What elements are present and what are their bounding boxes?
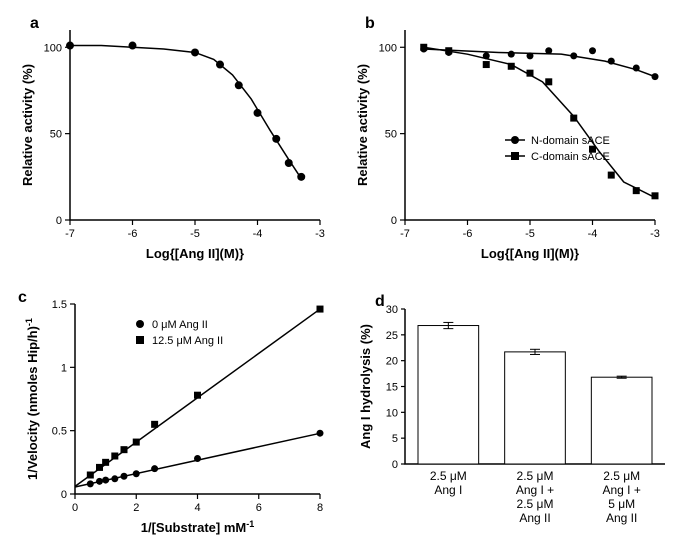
bar (418, 326, 479, 464)
bar-label: Ang I + (602, 483, 640, 497)
svg-text:50: 50 (385, 129, 397, 141)
svg-text:0: 0 (391, 215, 397, 227)
svg-text:-3: -3 (315, 228, 325, 240)
bar-label: 5 μM (608, 497, 635, 511)
svg-text:-6: -6 (128, 228, 138, 240)
legend-item: 0 μM Ang II (152, 319, 208, 331)
bar (591, 377, 652, 464)
bar-label: Ang I + (516, 483, 554, 497)
svg-text:1: 1 (61, 362, 67, 374)
svg-text:20: 20 (386, 356, 398, 368)
bar-label: 2.5 μM (517, 469, 554, 483)
svg-text:-5: -5 (190, 228, 200, 240)
svg-text:-3: -3 (650, 228, 660, 240)
svg-text:8: 8 (317, 502, 323, 514)
svg-text:25: 25 (386, 330, 398, 342)
svg-text:1/[Substrate] mM-1: 1/[Substrate] mM-1 (141, 519, 254, 535)
svg-text:-7: -7 (65, 228, 75, 240)
svg-text:-5: -5 (525, 228, 535, 240)
legend-item: 12.5 μM Ang II (152, 335, 223, 347)
svg-text:-7: -7 (400, 228, 410, 240)
svg-text:-6: -6 (463, 228, 473, 240)
svg-text:-4: -4 (588, 228, 598, 240)
panel-letter-c: c (18, 289, 27, 306)
svg-text:0.5: 0.5 (52, 426, 67, 438)
bar (505, 352, 566, 464)
bar-label: Ang II (519, 511, 550, 525)
panel-a: a -7 -6 -5 -4 -3 0 50 100 Log{[Ang II](M)} Relativ… (10, 10, 340, 274)
svg-text:15: 15 (386, 382, 398, 394)
svg-text:50: 50 (50, 129, 62, 141)
svg-text:Relative activity (%): Relative activity (%) (355, 64, 370, 186)
bar-label: 2.5 μM (603, 469, 640, 483)
panel-c: c 0 2 4 6 8 0 0.5 1 1.5 1/[Substrate] mM-1 1/Veloci… (10, 284, 340, 548)
svg-text:1/Velocity (nmoles Hip/h)-1: 1/Velocity (nmoles Hip/h)-1 (24, 318, 40, 480)
svg-text:0: 0 (392, 459, 398, 471)
svg-text:1.5: 1.5 (52, 299, 67, 311)
svg-text:100: 100 (44, 42, 62, 54)
svg-text:Log{[Ang II](M)}: Log{[Ang II](M)} (481, 246, 579, 261)
panel-letter-a: a (30, 15, 39, 32)
svg-text:6: 6 (256, 502, 262, 514)
bar-label: Ang I (434, 483, 462, 497)
svg-text:30: 30 (386, 304, 398, 316)
svg-text:5: 5 (392, 433, 398, 445)
svg-text:Log{[Ang II](M)}: Log{[Ang II](M)} (146, 246, 244, 261)
bar-label: Ang II (606, 511, 637, 525)
bar-label: 2.5 μM (517, 497, 554, 511)
svg-text:Ang I hydrolysis (%): Ang I hydrolysis (%) (358, 324, 373, 449)
legend-item: C-domain sACE (531, 151, 610, 163)
panel-letter-b: b (365, 15, 375, 32)
svg-text:0: 0 (61, 489, 67, 501)
bar-label: 2.5 μM (430, 469, 467, 483)
svg-text:-4: -4 (253, 228, 263, 240)
svg-text:10: 10 (386, 407, 398, 419)
legend-item: N-domain sACE (531, 135, 610, 147)
svg-text:100: 100 (379, 42, 397, 54)
svg-text:0: 0 (56, 215, 62, 227)
svg-text:Relative activity (%): Relative activity (%) (20, 64, 35, 186)
svg-text:2: 2 (133, 502, 139, 514)
panel-d: d051015202530Ang I hydrolysis (%)2.5 μMA… (345, 284, 675, 548)
svg-text:0: 0 (72, 502, 78, 514)
panel-b: b -7 -6 -5 -4 -3 0 50 100 Log{[Ang II](M)} Relativ… (345, 10, 675, 274)
panel-letter-d: d (375, 293, 385, 310)
svg-text:4: 4 (194, 502, 200, 514)
